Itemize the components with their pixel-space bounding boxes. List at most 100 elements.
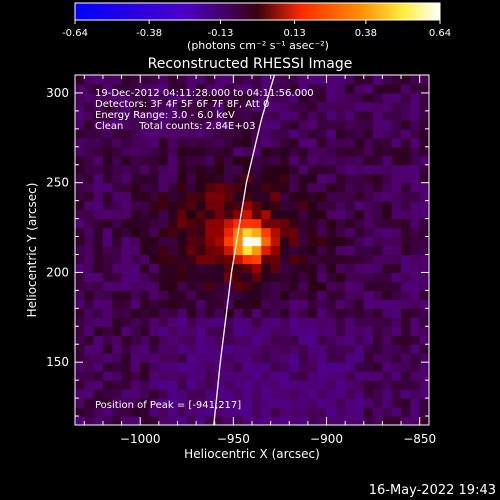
heatmap-cell [382, 119, 393, 130]
heatmap-cell [140, 353, 151, 363]
heatmap-cell [205, 353, 216, 363]
heatmap-cell [140, 128, 151, 139]
heatmap-cell [373, 389, 384, 399]
heatmap-cell [279, 407, 290, 417]
heatmap-cell [317, 335, 328, 345]
heatmap-cell [168, 416, 179, 425]
heatmap-cell [382, 326, 393, 336]
heatmap-cell [382, 110, 393, 121]
heatmap-cell [410, 227, 421, 238]
heatmap-cell [382, 272, 393, 283]
heatmap-cell [168, 281, 179, 291]
heatmap-cell [261, 119, 272, 130]
heatmap-cell [102, 263, 113, 274]
heatmap-cell [252, 344, 262, 354]
heatmap-cell [354, 335, 365, 345]
heatmap-cell [261, 101, 272, 112]
heatmap-cell [410, 326, 421, 336]
heatmap-cell [158, 281, 169, 291]
heatmap-cell [130, 245, 141, 256]
heatmap-cell [112, 371, 123, 381]
heatmap-cell [224, 75, 234, 85]
heatmap-cell [419, 146, 429, 157]
heatmap-cell [270, 128, 281, 139]
heatmap-cell [345, 389, 356, 399]
heatmap-cell [391, 182, 402, 193]
heatmap-cell [196, 137, 207, 148]
heatmap-cell [112, 137, 123, 148]
heatmap-cell [140, 173, 151, 184]
heatmap-cell [252, 218, 262, 229]
heatmap-cell [168, 389, 179, 399]
heatmap-cell [102, 191, 113, 202]
heatmap-cell [102, 101, 113, 112]
heatmap-cell [102, 182, 113, 193]
heatmap-cell [382, 128, 393, 139]
heatmap-cell [373, 209, 384, 220]
heatmap-cell [214, 227, 225, 238]
heatmap-cell [177, 191, 188, 202]
heatmap-cell [289, 281, 300, 291]
heatmap-cell [233, 353, 244, 363]
heatmap-cell [252, 173, 262, 184]
heatmap-cell [298, 155, 309, 166]
heatmap-cell [130, 173, 141, 184]
heatmap-cell [279, 209, 290, 220]
heatmap-cell [186, 200, 197, 211]
heatmap-cell [419, 308, 429, 318]
heatmap-cell [121, 308, 132, 318]
heatmap-cell [354, 245, 365, 256]
heatmap-cell [112, 182, 123, 193]
heatmap-cell [130, 209, 141, 220]
heatmap-cell [224, 281, 234, 291]
heatmap-cell [196, 236, 207, 247]
heatmap-cell [410, 335, 421, 345]
heatmap-cell [140, 371, 151, 381]
heatmap-cell [205, 164, 216, 175]
heatmap-cell [391, 254, 402, 265]
heatmap-cell [130, 299, 141, 309]
heatmap-cell [121, 281, 132, 291]
heatmap-cell [307, 317, 318, 327]
heatmap-cell [335, 398, 346, 408]
heatmap-cell [279, 371, 290, 381]
heatmap-cell [289, 209, 300, 220]
heatmap-cell [382, 254, 393, 265]
heatmap-cell [363, 236, 374, 247]
heatmap-cell [121, 209, 132, 220]
heatmap-cell [419, 263, 429, 274]
heatmap-cell [363, 200, 374, 211]
heatmap-cell [289, 416, 300, 425]
heatmap-cell [186, 119, 197, 130]
heatmap-cell [224, 191, 234, 202]
heatmap-cell [391, 92, 402, 103]
heatmap-cell [373, 155, 384, 166]
heatmap-cell [121, 119, 132, 130]
heatmap-cell [354, 263, 365, 274]
heatmap-cell [289, 236, 300, 247]
heatmap-cell [158, 218, 169, 229]
heatmap-cell [354, 227, 365, 238]
heatmap-cell [186, 83, 197, 94]
heatmap-cell [75, 254, 85, 265]
heatmap-cell [317, 200, 328, 211]
heatmap-cell [419, 272, 429, 283]
heatmap-cell [261, 353, 272, 363]
heatmap-cell [335, 326, 346, 336]
heatmap-cell [261, 155, 272, 166]
heatmap-cell [252, 164, 262, 175]
heatmap-cell [149, 380, 160, 390]
heatmap-cell [419, 128, 429, 139]
heatmap-cell [242, 191, 253, 202]
heatmap-cell [326, 92, 337, 103]
heatmap-cell [112, 173, 123, 184]
heatmap-cell [102, 227, 113, 238]
heatmap-cell [345, 155, 356, 166]
heatmap-cell [196, 191, 207, 202]
heatmap-cell [326, 146, 337, 157]
heatmap-cell [289, 344, 300, 354]
heatmap-cell [214, 272, 225, 283]
heatmap-cell [382, 75, 393, 85]
heatmap-cell [373, 326, 384, 336]
heatmap-cell [196, 308, 207, 318]
